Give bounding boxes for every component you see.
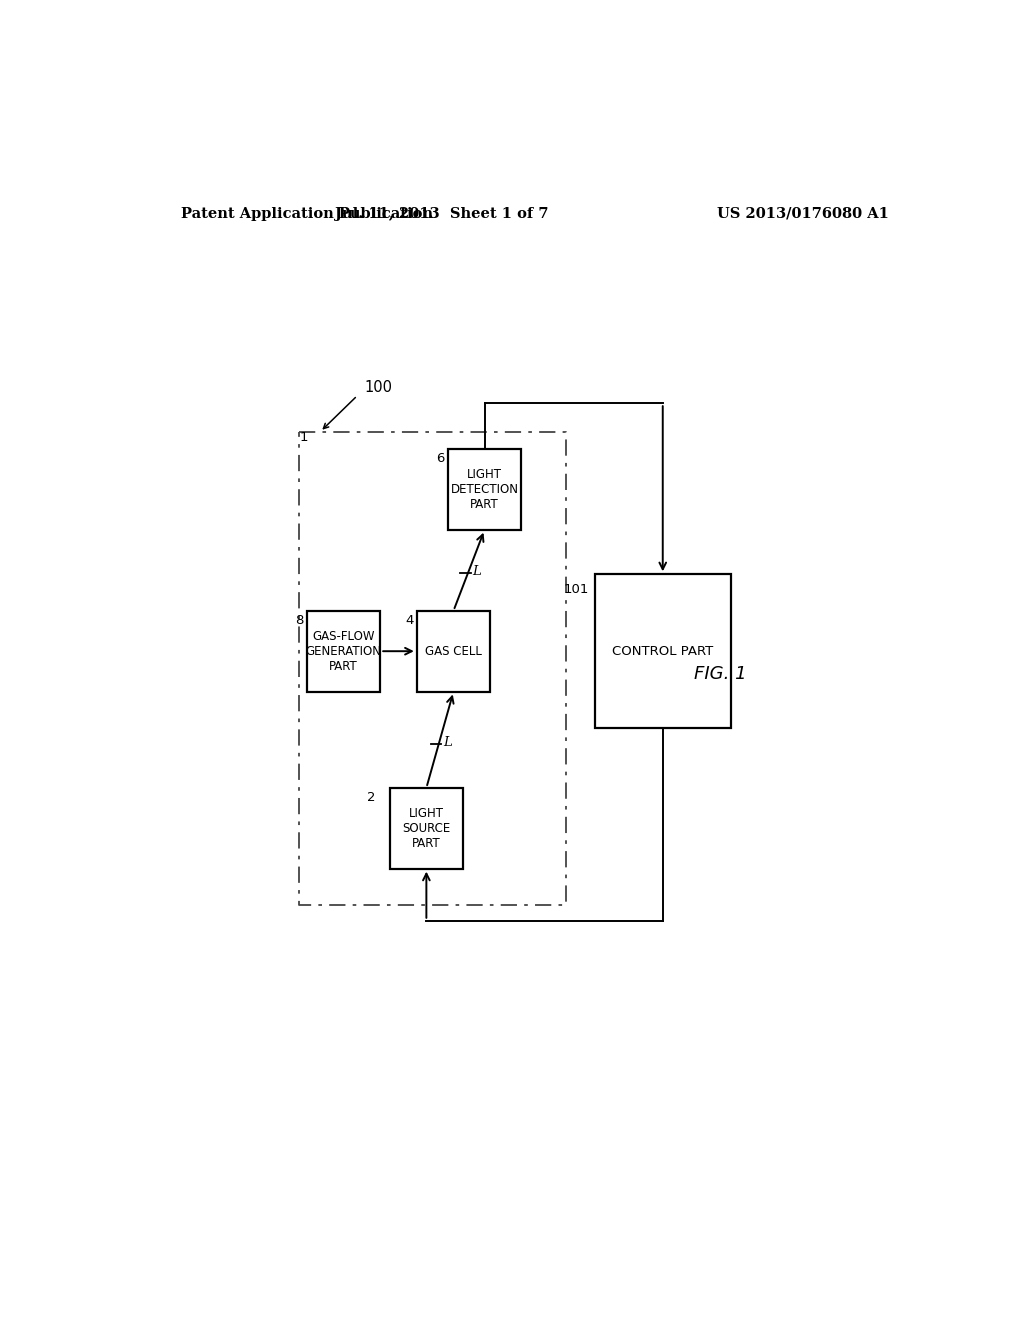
Text: Jul. 11, 2013  Sheet 1 of 7: Jul. 11, 2013 Sheet 1 of 7 (335, 207, 549, 220)
Text: L: L (443, 735, 452, 748)
Text: GAS CELL: GAS CELL (425, 644, 482, 657)
Text: L: L (472, 565, 481, 578)
Bar (595, 574, 730, 729)
Text: LIGHT
DETECTION
PART: LIGHT DETECTION PART (451, 469, 518, 511)
Bar (417, 611, 490, 692)
Text: CONTROL PART: CONTROL PART (612, 644, 714, 657)
Bar (389, 788, 463, 869)
Text: 4: 4 (406, 614, 414, 627)
Bar (447, 449, 521, 529)
Text: 6: 6 (436, 451, 444, 465)
Text: GAS-FLOW
GENERATION
PART: GAS-FLOW GENERATION PART (305, 630, 382, 673)
Text: FIG. 1: FIG. 1 (693, 665, 746, 684)
Text: 2: 2 (368, 791, 376, 804)
Bar (306, 611, 380, 692)
Text: 101: 101 (563, 583, 589, 597)
Text: 8: 8 (295, 614, 303, 627)
Text: LIGHT
SOURCE
PART: LIGHT SOURCE PART (402, 807, 451, 850)
Text: US 2013/0176080 A1: US 2013/0176080 A1 (717, 207, 889, 220)
Text: Patent Application Publication: Patent Application Publication (180, 207, 433, 220)
Text: 1: 1 (300, 432, 308, 445)
Text: 100: 100 (365, 380, 392, 396)
